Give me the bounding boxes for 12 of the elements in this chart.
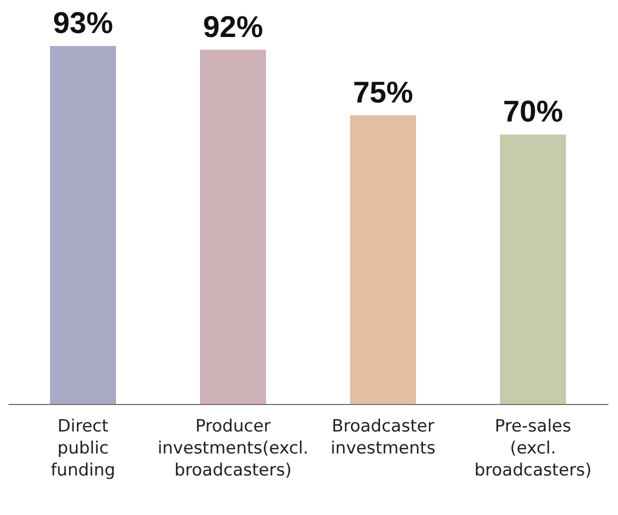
data-label: 75% bbox=[352, 76, 414, 110]
bar bbox=[350, 115, 416, 404]
x-tick-label: Producer investments(excl. broadcasters) bbox=[158, 416, 308, 480]
x-tick-label: Direct public funding bbox=[50, 416, 116, 480]
x-tick-label: Broadcaster investments bbox=[330, 416, 436, 458]
data-label: 93% bbox=[52, 6, 114, 40]
bar bbox=[200, 50, 266, 404]
bar bbox=[500, 134, 566, 404]
data-label: 70% bbox=[502, 96, 564, 128]
data-label: 92% bbox=[202, 10, 264, 44]
bar bbox=[50, 46, 116, 404]
x-tick-label: Pre-sales (excl. broadcasters) bbox=[474, 416, 592, 480]
